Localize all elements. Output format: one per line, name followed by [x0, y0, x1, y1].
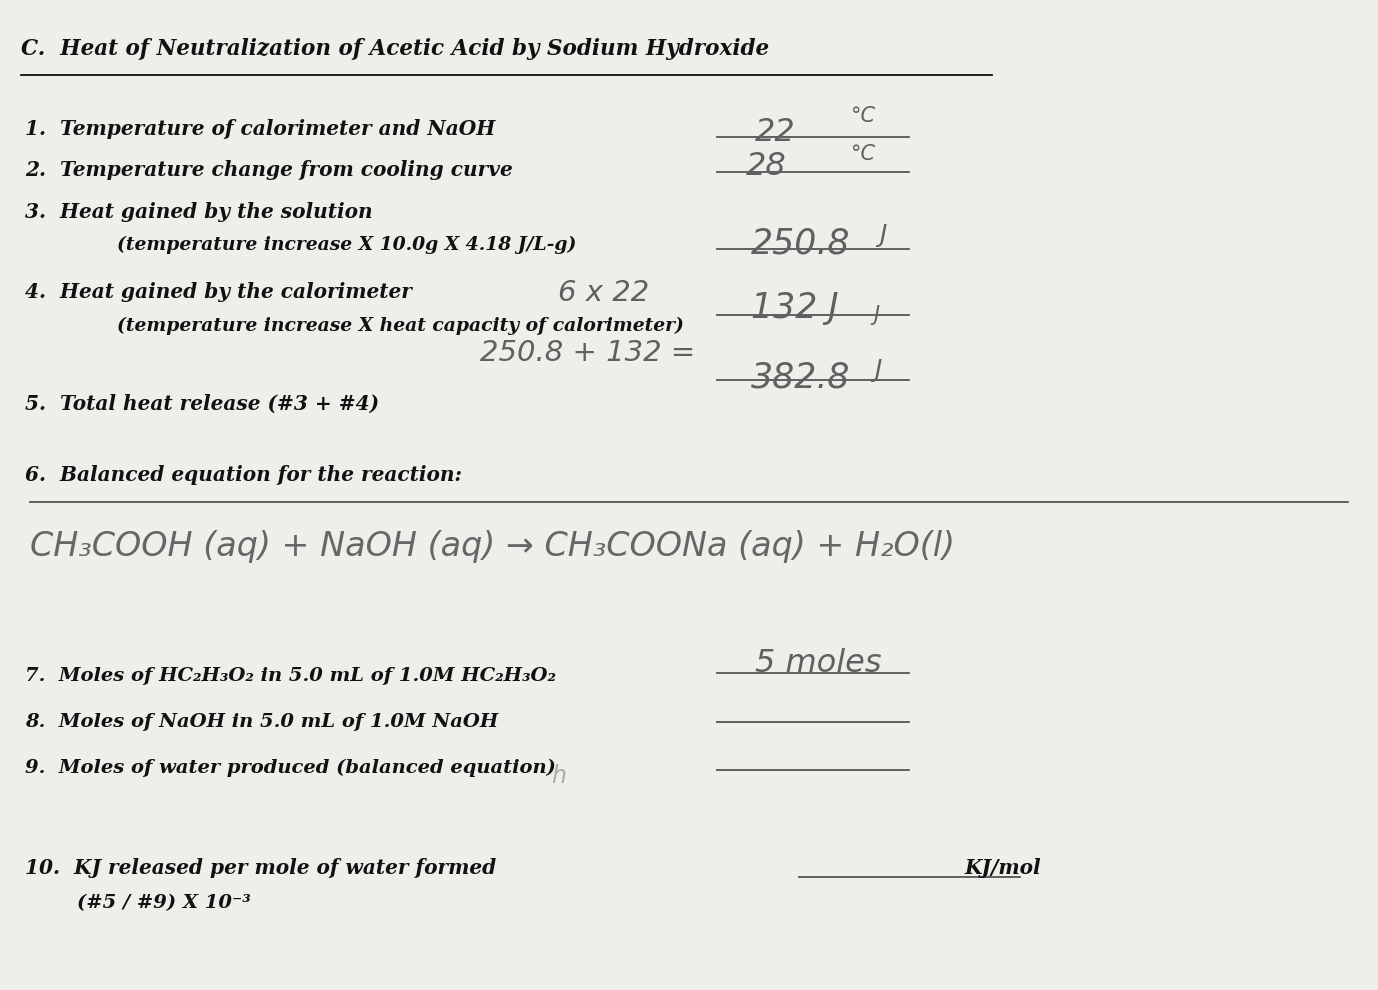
Text: 5 moles: 5 moles	[755, 648, 882, 679]
Text: 5.  Total heat release (#3 + #4): 5. Total heat release (#3 + #4)	[25, 394, 379, 414]
Text: 8.  Moles of NaOH in 5.0 mL of 1.0M NaOH: 8. Moles of NaOH in 5.0 mL of 1.0M NaOH	[25, 713, 497, 731]
Text: 10.  KJ released per mole of water formed: 10. KJ released per mole of water formed	[25, 858, 496, 878]
Text: 6 x 22: 6 x 22	[558, 279, 649, 307]
Text: 132 J: 132 J	[751, 291, 839, 325]
Text: 7.  Moles of HC₂H₃O₂ in 5.0 mL of 1.0M HC₂H₃O₂: 7. Moles of HC₂H₃O₂ in 5.0 mL of 1.0M HC…	[25, 667, 555, 685]
Text: 28: 28	[745, 151, 787, 182]
Text: 1.  Temperature of calorimeter and NaOH: 1. Temperature of calorimeter and NaOH	[25, 119, 495, 139]
Text: KJ/mol: KJ/mol	[965, 858, 1042, 878]
Text: 382.8: 382.8	[751, 360, 850, 394]
Text: CH₃COOH (aq) + NaOH (aq) → CH₃COONa (aq) + H₂O(l): CH₃COOH (aq) + NaOH (aq) → CH₃COONa (aq)…	[30, 530, 955, 562]
Text: C.  Heat of Neutralization of Acetic Acid by Sodium Hydroxide: C. Heat of Neutralization of Acetic Acid…	[21, 38, 769, 59]
Text: (#5 / #9) X 10⁻³: (#5 / #9) X 10⁻³	[77, 894, 251, 912]
Text: J: J	[874, 305, 879, 325]
Text: °C: °C	[850, 106, 875, 126]
Text: 3.  Heat gained by the solution: 3. Heat gained by the solution	[25, 202, 372, 222]
Text: 9.  Moles of water produced (balanced equation): 9. Moles of water produced (balanced equ…	[25, 758, 555, 776]
Text: 250.8 + 132 =: 250.8 + 132 =	[480, 339, 695, 366]
Text: 6.  Balanced equation for the reaction:: 6. Balanced equation for the reaction:	[25, 465, 462, 485]
Text: 22: 22	[755, 117, 796, 148]
Text: 250.8: 250.8	[751, 227, 850, 260]
Text: J: J	[874, 358, 881, 382]
Text: 2.  Temperature change from cooling curve: 2. Temperature change from cooling curve	[25, 160, 513, 180]
Text: (temperature increase X 10.0g X 4.18 J/L-g): (temperature increase X 10.0g X 4.18 J/L…	[117, 236, 576, 253]
Text: J: J	[879, 223, 886, 247]
Text: °C: °C	[850, 144, 875, 163]
Text: (temperature increase X heat capacity of calorimeter): (temperature increase X heat capacity of…	[117, 317, 683, 335]
Text: h: h	[551, 764, 566, 788]
Text: 4.  Heat gained by the calorimeter: 4. Heat gained by the calorimeter	[25, 282, 412, 302]
